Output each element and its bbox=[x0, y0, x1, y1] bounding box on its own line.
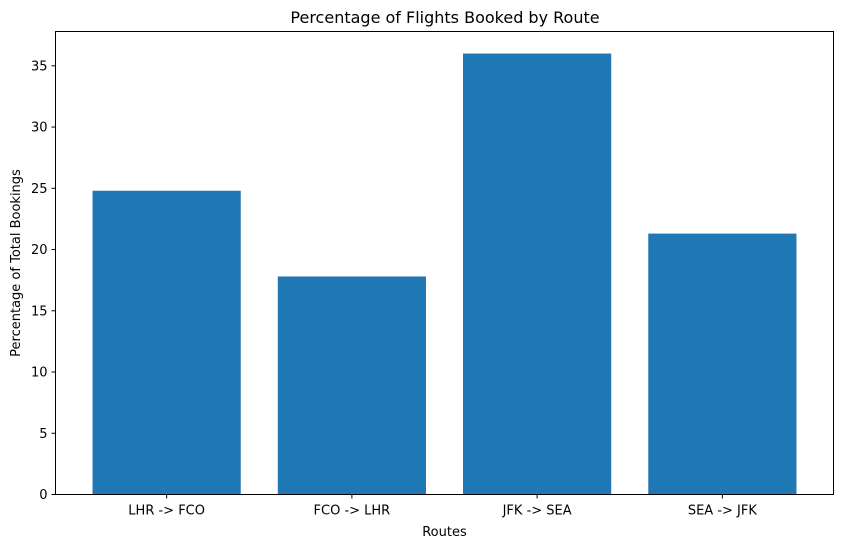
y-tick-label: 10 bbox=[31, 366, 48, 381]
y-tick-label: 5 bbox=[39, 427, 47, 442]
x-axis-label: Routes bbox=[422, 525, 467, 540]
bar-fco-lhr bbox=[277, 276, 426, 495]
bar-sea-jfk bbox=[648, 233, 797, 495]
y-tick-label: 35 bbox=[31, 59, 48, 74]
bar-lhr-fco bbox=[92, 190, 241, 495]
y-tick-label: 15 bbox=[31, 304, 48, 319]
plot-frame bbox=[55, 31, 834, 495]
bar-jfk-sea bbox=[463, 53, 612, 495]
x-tick-label: LHR -> FCO bbox=[128, 504, 205, 519]
y-tick-label: 30 bbox=[31, 121, 48, 136]
y-tick-label: 0 bbox=[39, 488, 47, 503]
x-tick-label: FCO -> LHR bbox=[314, 504, 391, 519]
chart-title: Percentage of Flights Booked by Route bbox=[290, 8, 599, 27]
x-axis: LHR -> FCO FCO -> LHR JFK -> SEA SEA -> JFK bbox=[128, 494, 758, 519]
bars-layer bbox=[92, 53, 797, 495]
x-tick-label: SEA -> JFK bbox=[688, 504, 758, 519]
x-tick-label: JFK -> SEA bbox=[502, 504, 572, 519]
y-tick-label: 25 bbox=[31, 182, 48, 197]
y-axis: 0 5 10 15 20 25 30 35 bbox=[31, 59, 56, 503]
y-tick-label: 20 bbox=[31, 243, 48, 258]
y-axis-label: Percentage of Total Bookings bbox=[9, 169, 24, 357]
